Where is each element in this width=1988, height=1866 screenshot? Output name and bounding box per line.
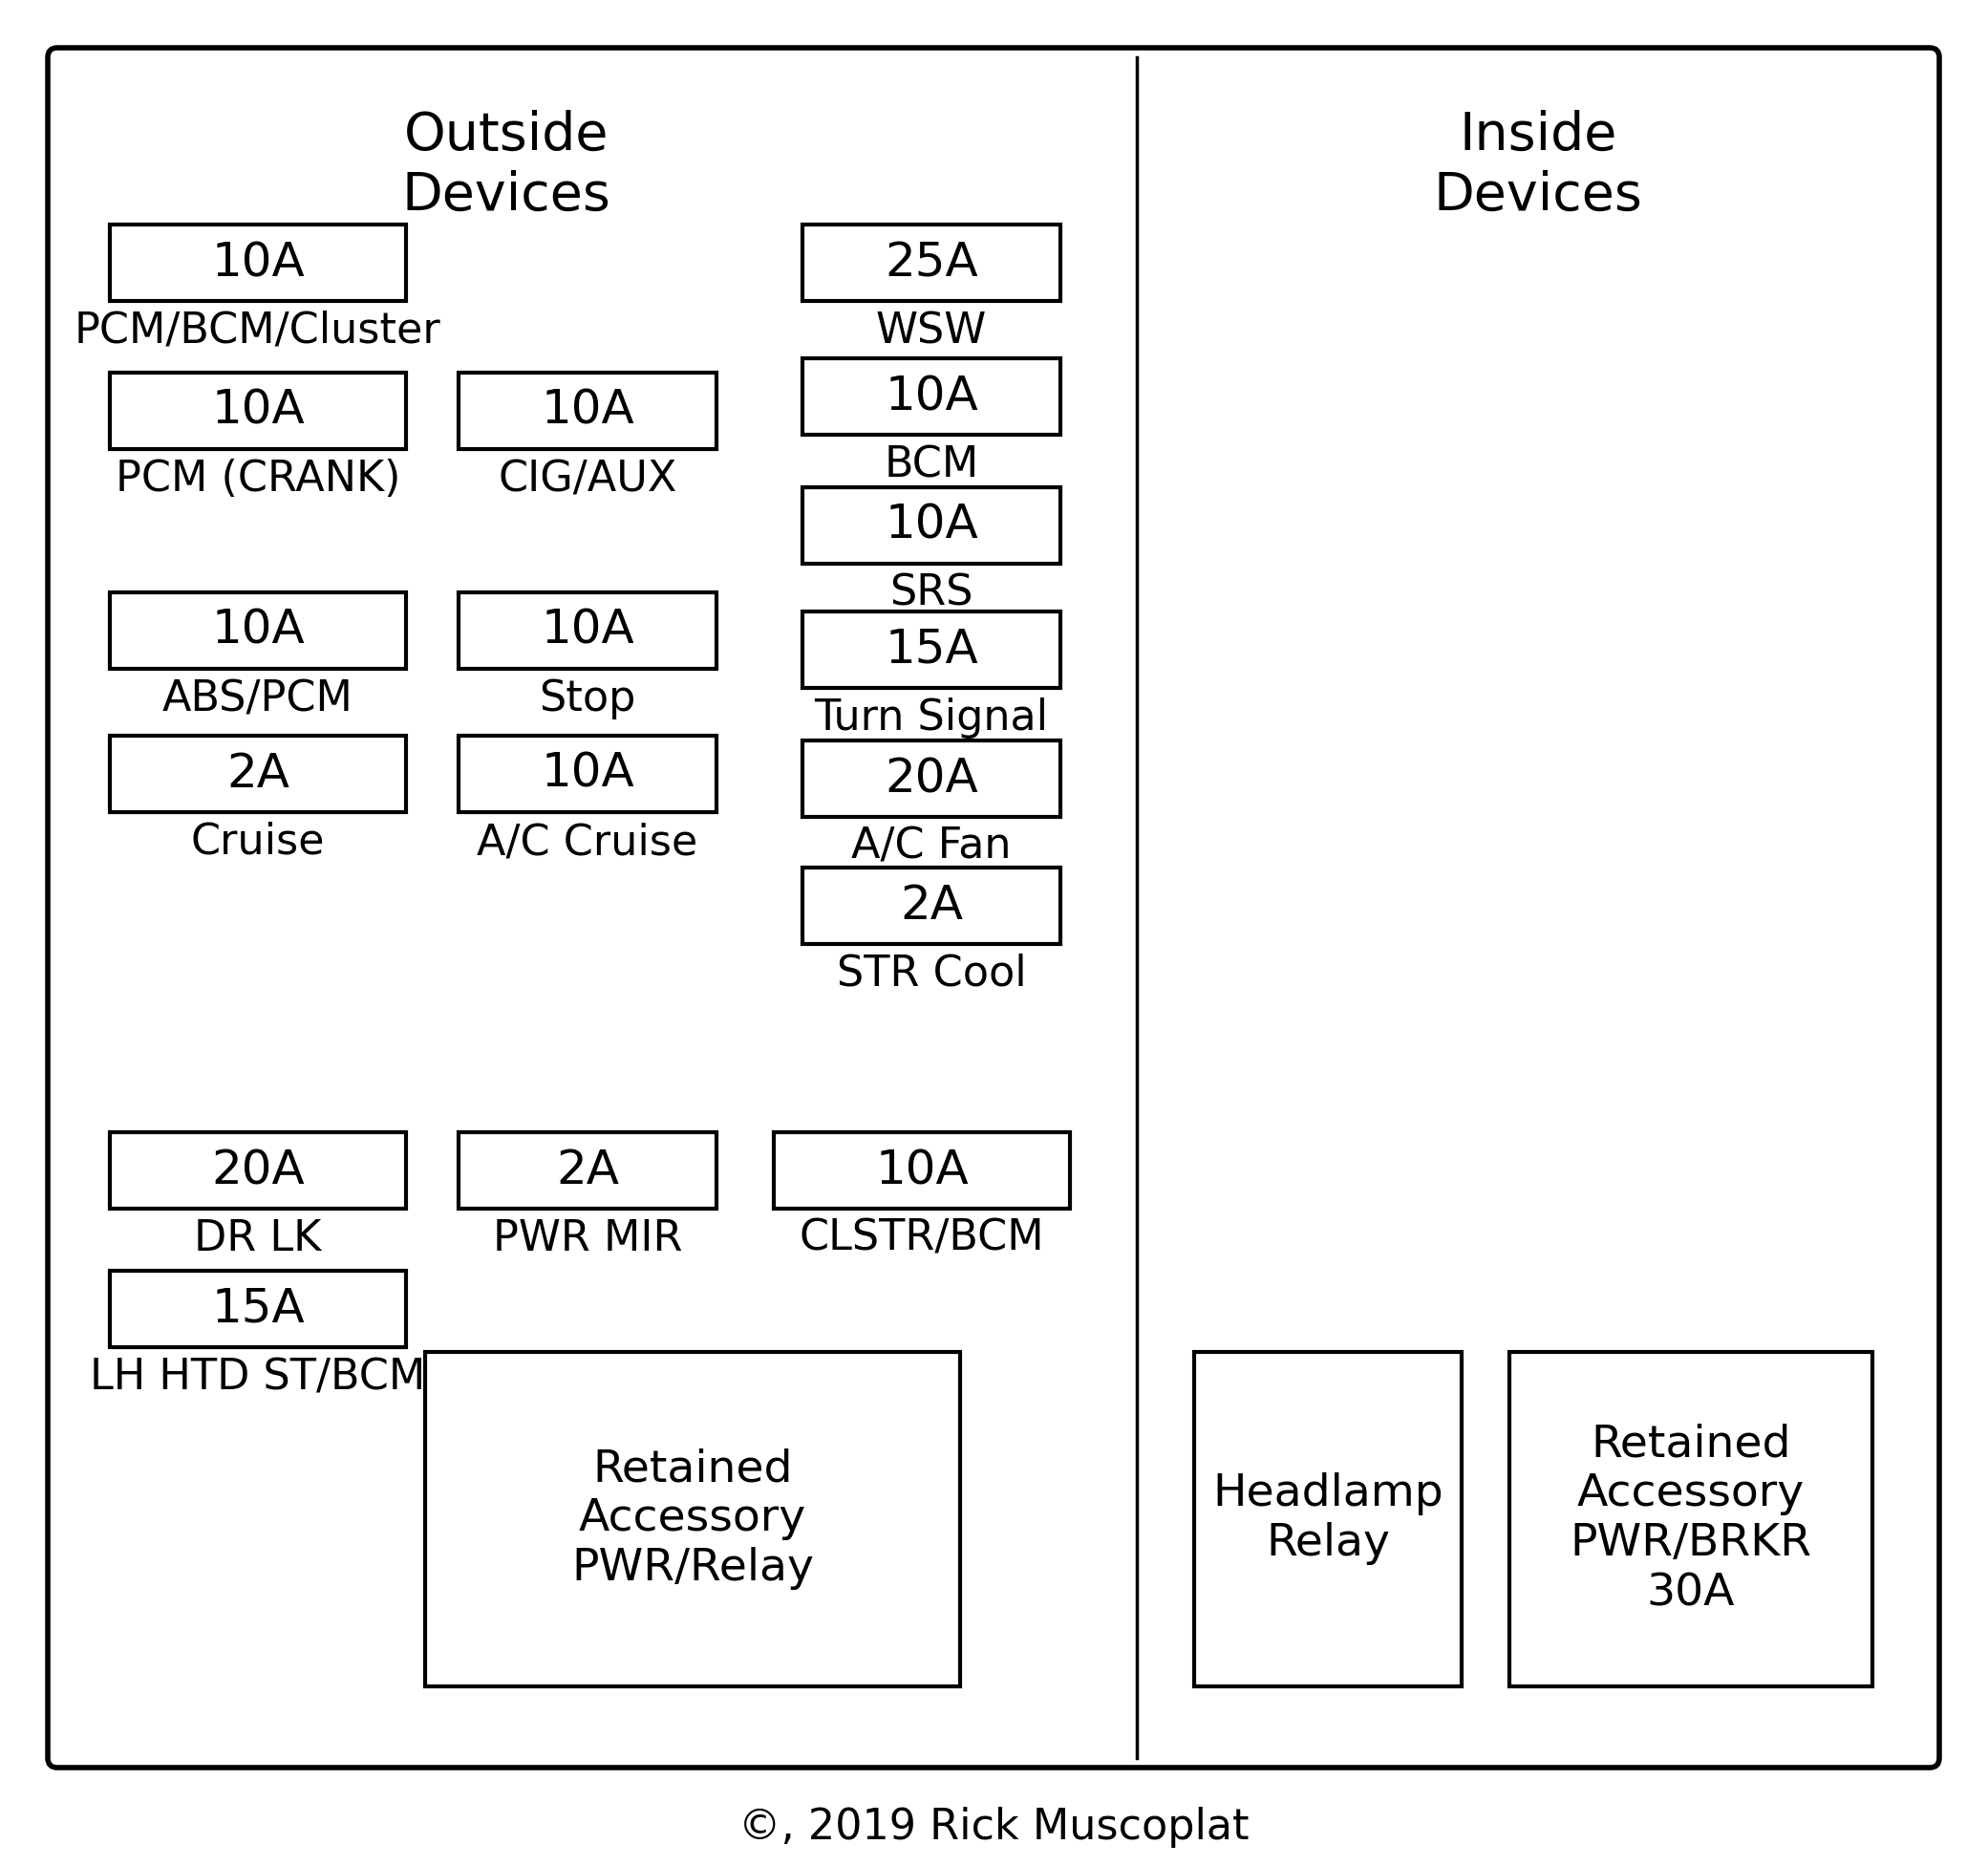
Text: 10A: 10A — [541, 750, 634, 797]
Text: Inside
Devices: Inside Devices — [1433, 110, 1642, 220]
Bar — [109, 592, 406, 668]
Text: 15A: 15A — [885, 627, 978, 672]
Text: ©, 2019 Rick Muscoplat: ©, 2019 Rick Muscoplat — [740, 1808, 1248, 1849]
Bar — [459, 735, 716, 812]
Text: LH HTD ST/BCM: LH HTD ST/BCM — [89, 1357, 425, 1398]
Text: CLSTR/BCM: CLSTR/BCM — [799, 1218, 1044, 1260]
Bar — [773, 1133, 1070, 1209]
Text: Retained
Accessory
PWR/BRKR
30A: Retained Accessory PWR/BRKR 30A — [1571, 1424, 1811, 1616]
Bar — [109, 735, 406, 812]
Text: 10A: 10A — [541, 608, 634, 653]
Text: PCM/BCM/Cluster: PCM/BCM/Cluster — [76, 310, 441, 351]
Text: 20A: 20A — [211, 1148, 304, 1194]
Bar — [459, 1133, 716, 1209]
Text: Headlamp
Relay: Headlamp Relay — [1213, 1472, 1443, 1566]
Text: 20A: 20A — [885, 756, 978, 802]
Text: STR Cool: STR Cool — [837, 954, 1026, 995]
Text: WSW: WSW — [877, 310, 986, 351]
Text: ABS/PCM: ABS/PCM — [163, 679, 354, 720]
Text: 10A: 10A — [885, 502, 978, 549]
Text: 15A: 15A — [211, 1286, 304, 1332]
Text: BCM: BCM — [885, 444, 978, 485]
Text: A/C Fan: A/C Fan — [851, 827, 1012, 868]
Bar — [109, 1271, 406, 1347]
Text: 25A: 25A — [885, 241, 978, 285]
Text: A/C Cruise: A/C Cruise — [477, 821, 698, 862]
Text: Stop: Stop — [539, 679, 636, 720]
Bar — [803, 612, 1060, 689]
Text: CIG/AUX: CIG/AUX — [499, 459, 678, 500]
Text: 10A: 10A — [211, 608, 304, 653]
Bar — [803, 487, 1060, 564]
Text: Turn Signal: Turn Signal — [815, 698, 1048, 739]
Bar — [109, 373, 406, 450]
Bar — [109, 1133, 406, 1209]
Text: Cruise: Cruise — [191, 821, 326, 862]
Bar — [459, 373, 716, 450]
Text: 2A: 2A — [901, 883, 962, 929]
Bar — [803, 224, 1060, 300]
Bar — [425, 1353, 960, 1687]
Text: 10A: 10A — [211, 388, 304, 433]
Bar — [803, 741, 1060, 817]
Text: 2A: 2A — [557, 1148, 618, 1194]
Bar — [109, 224, 406, 300]
Bar — [459, 592, 716, 668]
Text: 10A: 10A — [885, 373, 978, 420]
Text: 10A: 10A — [875, 1148, 968, 1194]
FancyBboxPatch shape — [48, 49, 1938, 1767]
Text: SRS: SRS — [891, 573, 974, 614]
Bar — [1509, 1353, 1873, 1687]
Bar — [1195, 1353, 1461, 1687]
Text: Retained
Accessory
PWR/Relay: Retained Accessory PWR/Relay — [571, 1448, 813, 1590]
Bar — [803, 358, 1060, 435]
Text: 10A: 10A — [211, 241, 304, 285]
Text: DR LK: DR LK — [195, 1218, 322, 1260]
Text: Outside
Devices: Outside Devices — [402, 110, 610, 220]
Text: PWR MIR: PWR MIR — [493, 1218, 682, 1260]
Text: 10A: 10A — [541, 388, 634, 433]
Text: PCM (CRANK): PCM (CRANK) — [115, 459, 400, 500]
Bar — [803, 868, 1060, 944]
Text: 2A: 2A — [227, 750, 290, 797]
